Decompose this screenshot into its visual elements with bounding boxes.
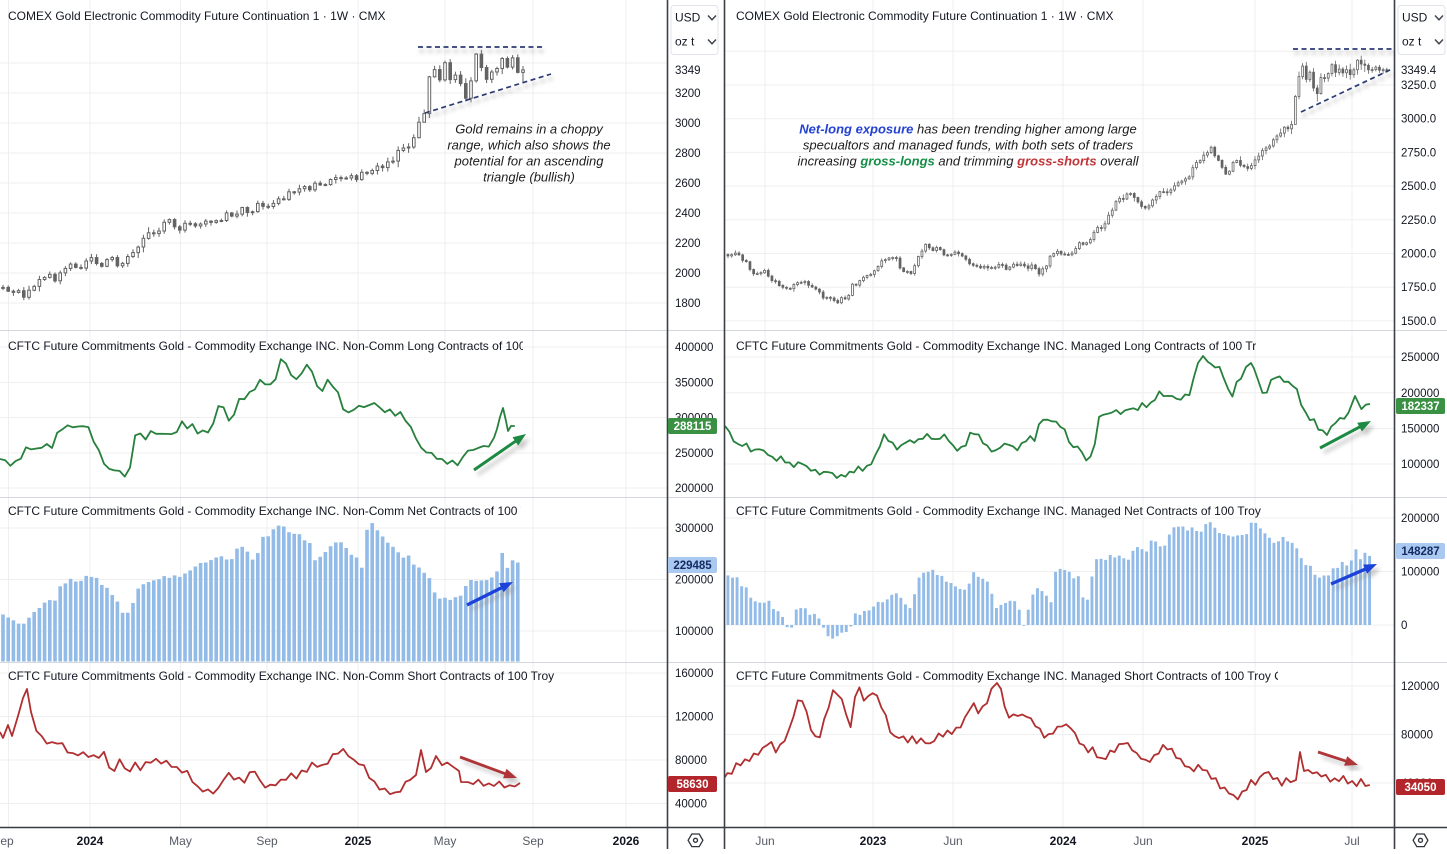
svg-text:2025: 2025 [345,834,372,848]
svg-text:1750.0: 1750.0 [1401,282,1436,294]
svg-text:3200: 3200 [675,88,701,100]
svg-text:2800: 2800 [675,148,701,160]
svg-text:200000: 200000 [1401,388,1439,400]
svg-text:CFTC Future Commitments Gold -: CFTC Future Commitments Gold - Commodity… [736,504,1306,518]
svg-text:3250.0: 3250.0 [1401,80,1436,92]
svg-text:3349.4: 3349.4 [1401,65,1437,77]
svg-text:3000: 3000 [675,118,701,130]
svg-text:Jun: Jun [1133,834,1152,848]
svg-text:148287: 148287 [1401,546,1439,558]
svg-text:200000: 200000 [1401,513,1439,525]
svg-text:oz t: oz t [675,35,695,49]
svg-text:2600: 2600 [675,178,701,190]
svg-text:potential for an ascending: potential for an ascending [454,154,605,169]
svg-text:Jul: Jul [1344,834,1359,848]
svg-text:Sep: Sep [522,834,544,848]
svg-text:1500.0: 1500.0 [1401,316,1436,328]
svg-text:triangle (bullish): triangle (bullish) [483,170,575,185]
svg-text:120000: 120000 [675,712,713,724]
svg-text:120000: 120000 [1401,681,1439,693]
svg-text:May: May [434,834,457,848]
svg-text:Jun: Jun [943,834,962,848]
svg-text:2025: 2025 [1242,834,1269,848]
svg-text:CFTC Future Commitments Gold -: CFTC Future Commitments Gold - Commodity… [8,504,589,518]
svg-text:Sep: Sep [256,834,278,848]
svg-text:2026: 2026 [613,834,640,848]
svg-text:160000: 160000 [675,668,713,680]
svg-text:3349: 3349 [675,65,701,77]
svg-text:CFTC Future Commitments Gold -: CFTC Future Commitments Gold - Commodity… [8,339,597,353]
svg-text:increasing gross-longs and tri: increasing gross-longs and trimming gros… [797,154,1139,169]
svg-text:350000: 350000 [675,378,713,390]
svg-text:CFTC Future Commitments Gold -: CFTC Future Commitments Gold - Commodity… [736,339,1314,353]
svg-text:150000: 150000 [1401,424,1439,436]
svg-text:specualtors and managed funds,: specualtors and managed funds, with both… [803,138,1134,153]
svg-text:100000: 100000 [675,626,713,638]
svg-text:2000.0: 2000.0 [1401,249,1436,261]
svg-text:2200: 2200 [675,238,701,250]
svg-text:2250.0: 2250.0 [1401,215,1436,227]
svg-text:2000: 2000 [675,268,701,280]
svg-text:USD: USD [1402,11,1428,25]
svg-text:USD: USD [675,11,701,25]
svg-text:May: May [169,834,192,848]
svg-text:0: 0 [1401,620,1407,632]
svg-text:Jun: Jun [755,834,774,848]
svg-text:200000: 200000 [675,575,713,587]
svg-text:400000: 400000 [675,342,713,354]
svg-text:250000: 250000 [675,448,713,460]
svg-text:2500.0: 2500.0 [1401,181,1436,193]
svg-text:COMEX Gold Electronic Commodit: COMEX Gold Electronic Commodity Future C… [736,9,1113,23]
svg-text:182337: 182337 [1401,401,1439,413]
svg-text:3000.0: 3000.0 [1401,114,1436,126]
svg-text:40000: 40000 [675,799,707,811]
svg-text:1800: 1800 [675,298,701,310]
svg-text:80000: 80000 [1401,730,1433,742]
svg-text:100000: 100000 [1401,459,1439,471]
svg-text:COMEX Gold Electronic Commodit: COMEX Gold Electronic Commodity Future C… [8,9,385,23]
svg-text:58630: 58630 [677,779,709,791]
svg-text:288115: 288115 [674,421,712,433]
svg-text:200000: 200000 [675,483,713,495]
svg-text:100000: 100000 [1401,567,1439,579]
svg-text:2750.0: 2750.0 [1401,147,1436,159]
svg-text:250000: 250000 [1401,352,1439,364]
svg-text:2400: 2400 [675,208,701,220]
svg-text:CFTC Future Commitments Gold -: CFTC Future Commitments Gold - Commodity… [736,669,1316,683]
svg-text:Net-long exposure has been tre: Net-long exposure has been trending high… [799,122,1136,137]
svg-text:2024: 2024 [77,834,104,848]
svg-text:2024: 2024 [1050,834,1077,848]
svg-text:Sep: Sep [0,834,14,848]
svg-text:oz t: oz t [1402,35,1422,49]
svg-text:range, which also shows the: range, which also shows the [447,138,610,153]
svg-text:34050: 34050 [1405,782,1437,794]
svg-text:229485: 229485 [673,560,712,572]
svg-text:Gold remains in a choppy: Gold remains in a choppy [455,122,604,137]
svg-text:300000: 300000 [675,523,713,535]
svg-text:2023: 2023 [860,834,887,848]
svg-text:80000: 80000 [675,755,707,767]
svg-text:CFTC Future Commitments Gold -: CFTC Future Commitments Gold - Commodity… [8,669,599,683]
